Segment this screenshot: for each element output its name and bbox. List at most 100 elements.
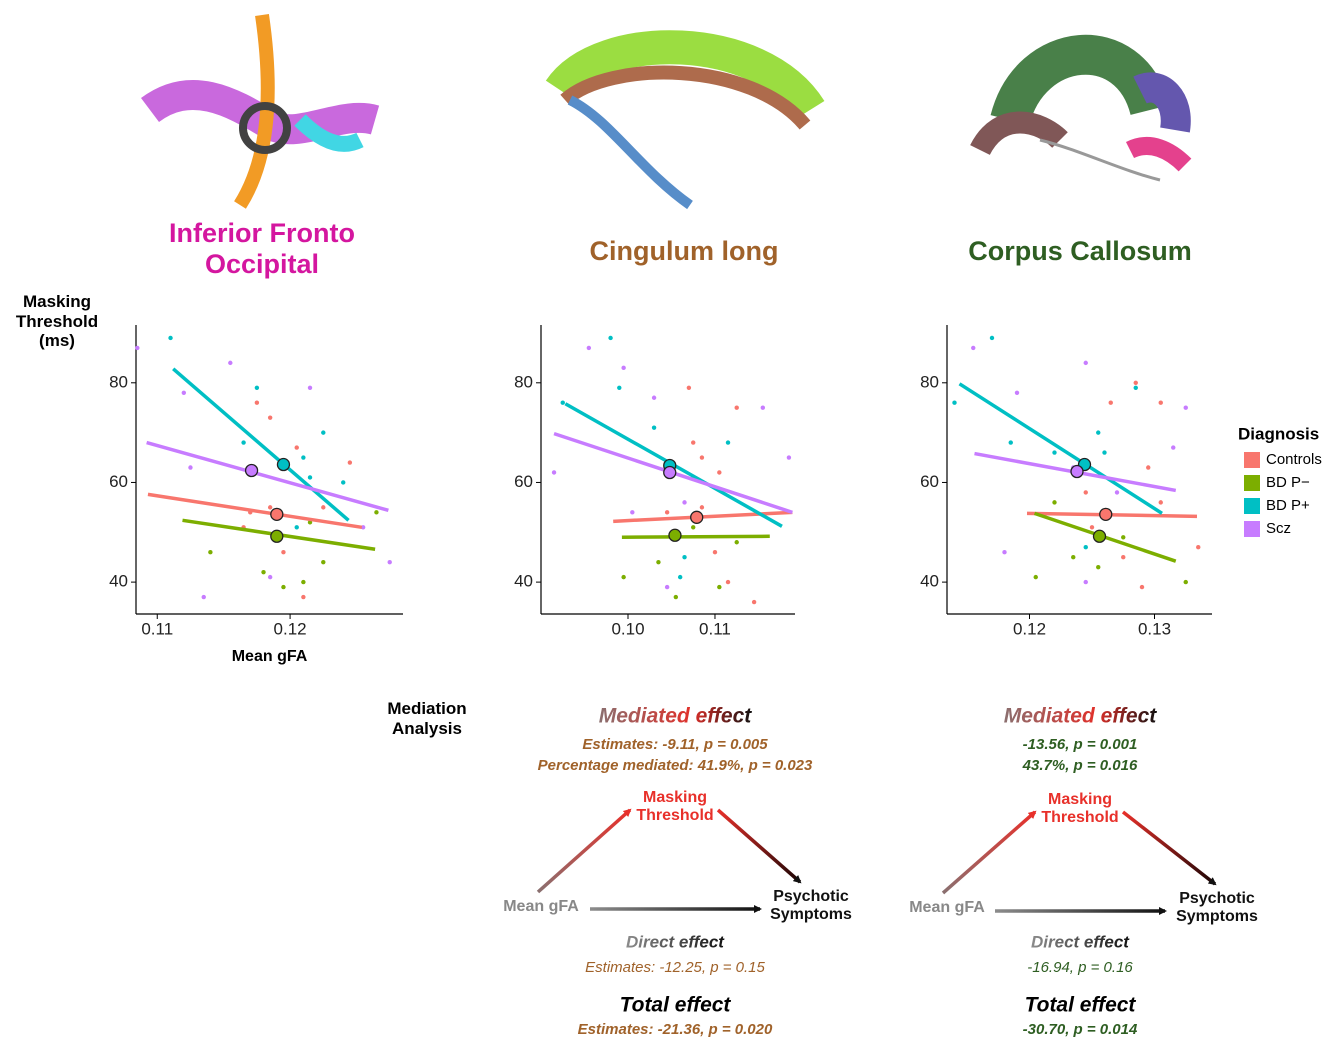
point [664,584,670,590]
point [1121,554,1126,560]
outcome-node: Psychotic Symptoms [1176,890,1258,926]
point [971,345,976,351]
mediated-estimate: 43.7%, p = 0.016 [1022,757,1138,774]
y-tick-label: 60 [109,472,128,491]
point [682,500,687,505]
mediator-node: Masking Threshold [1041,791,1119,827]
point [168,335,173,341]
point [301,455,306,460]
panel-title: Inferior Fronto Occipital [169,218,355,280]
legend-title: Diagnosis [1238,424,1319,443]
tract-image-ifo [141,13,380,209]
total-estimate: -30.70, p = 0.014 [1023,1021,1138,1038]
y-tick-label: 80 [109,372,128,391]
point [1139,584,1145,590]
point [608,335,613,341]
point [1196,545,1201,550]
point [760,405,766,410]
point [374,510,379,515]
group-mean [1070,464,1084,479]
legend-swatch [1244,521,1260,537]
point [1183,579,1188,585]
point [1089,525,1095,530]
group-mean [270,529,284,543]
point [699,455,705,460]
point [347,460,353,465]
point [1171,445,1176,450]
point [321,559,326,565]
point [734,540,739,545]
point [1083,360,1088,366]
group-mean [668,528,682,542]
point [686,385,692,390]
regression-line [146,440,389,513]
point [651,395,657,400]
point [321,430,326,435]
group-mean [270,507,284,521]
point [1071,554,1076,560]
point [267,574,273,580]
point [201,594,206,600]
point [617,385,622,390]
tract-image-callosum [970,34,1192,182]
point [1083,545,1088,550]
y-tick-label: 40 [920,572,939,591]
point [1121,535,1126,540]
legend-label: Scz [1266,520,1291,537]
y-tick-label: 60 [920,472,939,491]
path-arrow [716,808,802,884]
point [281,550,286,555]
point [1052,500,1057,505]
path-arrow [1121,810,1217,886]
y-tick-label: 80 [514,372,533,391]
regression-line [147,492,363,530]
point [228,360,233,366]
point [621,574,626,580]
point [712,550,718,555]
y-tick-label: 80 [920,372,939,391]
x-tick-label: 0.12 [274,619,307,638]
point [241,440,246,445]
legend-label: BD P+ [1266,497,1310,514]
point [1146,465,1151,470]
x-axis-title: Mean gFA [232,648,308,665]
point [301,594,306,600]
legend-swatch [1244,475,1260,491]
point [551,470,557,475]
mediated-estimate: Estimates: -9.11, p = 0.005 [582,736,768,753]
point [1083,490,1088,495]
path-arrow [536,808,632,894]
mediated-estimate: -13.56, p = 0.001 [1023,736,1138,753]
point [281,584,286,590]
path-arrow [941,810,1037,895]
point [1052,450,1057,455]
tract-image-cingulum [545,30,825,210]
point [254,385,260,390]
point [952,400,957,405]
total-title: Total effect [620,994,732,1017]
point [188,465,193,470]
x-tick-label: 0.11 [699,619,731,638]
mediated-title: Mediated effect [1004,705,1157,728]
point [1083,579,1088,585]
point [307,385,313,390]
group-mean [1092,529,1107,543]
direct-estimate: -16.94, p = 0.16 [1027,959,1133,976]
point [664,510,670,515]
y-tick-label: 60 [514,472,533,491]
regression-line [958,382,1163,515]
legend-swatch [1244,452,1260,468]
predictor-node: Mean gFA [909,899,985,916]
point [1158,400,1163,405]
point [1133,380,1138,385]
mediation-label: Mediation Analysis [387,699,467,738]
point [1096,430,1101,435]
panel-title: Cingulum long [589,236,779,266]
point [682,554,687,560]
point [301,579,306,585]
point [360,525,366,530]
y-tick-label: 40 [514,572,533,591]
point [734,405,739,410]
